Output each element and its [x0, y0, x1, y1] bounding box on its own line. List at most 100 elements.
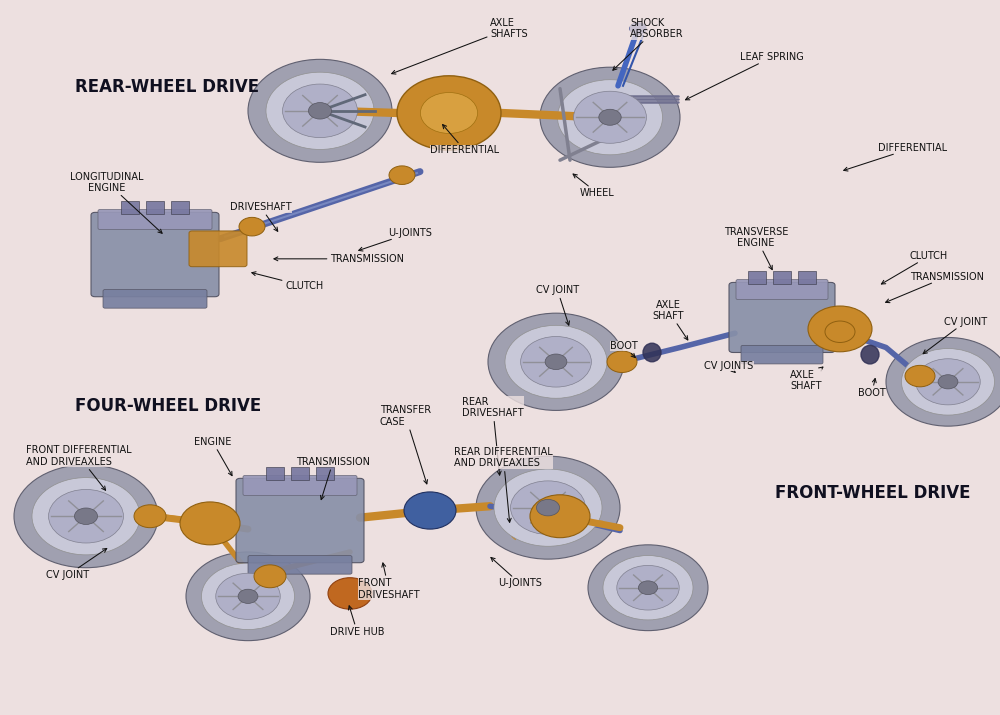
Bar — [316, 467, 334, 480]
Text: CV JOINTS: CV JOINTS — [704, 361, 753, 373]
Text: U-JOINTS: U-JOINTS — [359, 228, 432, 251]
Circle shape — [599, 109, 621, 125]
Circle shape — [916, 359, 980, 405]
Text: DRIVESHAFT: DRIVESHAFT — [230, 202, 292, 231]
FancyBboxPatch shape — [741, 345, 823, 364]
Bar — [121, 201, 139, 214]
Circle shape — [617, 566, 679, 610]
Circle shape — [574, 92, 646, 143]
Text: FRONT-WHEEL DRIVE: FRONT-WHEEL DRIVE — [775, 484, 970, 503]
Ellipse shape — [861, 345, 879, 364]
Text: TRANSMISSION: TRANSMISSION — [296, 457, 370, 500]
Circle shape — [905, 365, 935, 387]
Text: WHEEL: WHEEL — [573, 174, 615, 198]
Circle shape — [511, 481, 585, 534]
Circle shape — [49, 490, 123, 543]
Text: CV JOINT: CV JOINT — [923, 317, 987, 354]
Text: CLUTCH: CLUTCH — [252, 272, 323, 291]
FancyBboxPatch shape — [736, 280, 828, 300]
Circle shape — [266, 72, 374, 149]
Text: SHOCK
ABSORBER: SHOCK ABSORBER — [613, 18, 684, 70]
Circle shape — [238, 589, 258, 603]
Text: TRANSFER
CASE: TRANSFER CASE — [380, 405, 431, 484]
Circle shape — [558, 79, 662, 155]
Text: TRANSMISSION: TRANSMISSION — [886, 272, 984, 302]
Text: BOOT: BOOT — [610, 341, 638, 358]
Circle shape — [216, 573, 280, 619]
FancyBboxPatch shape — [236, 478, 364, 563]
Circle shape — [202, 563, 294, 629]
Bar — [291, 467, 309, 480]
Bar — [171, 201, 189, 214]
Circle shape — [239, 217, 265, 236]
FancyBboxPatch shape — [91, 212, 219, 297]
Text: CV JOINT: CV JOINT — [46, 548, 107, 580]
FancyBboxPatch shape — [98, 209, 212, 230]
Circle shape — [186, 552, 310, 641]
Text: ENGINE: ENGINE — [194, 437, 232, 475]
Circle shape — [248, 59, 392, 162]
Circle shape — [607, 351, 637, 373]
Ellipse shape — [643, 343, 661, 362]
FancyBboxPatch shape — [189, 231, 247, 267]
Text: DRIVE HUB: DRIVE HUB — [330, 606, 384, 637]
Text: AXLE
SHAFT: AXLE SHAFT — [652, 300, 688, 340]
Circle shape — [521, 337, 591, 387]
Circle shape — [505, 325, 607, 398]
Circle shape — [530, 495, 590, 538]
Text: AXLE
SHAFT: AXLE SHAFT — [790, 367, 823, 391]
Circle shape — [536, 499, 560, 516]
Text: REAR-WHEEL DRIVE: REAR-WHEEL DRIVE — [75, 78, 259, 97]
Bar — [146, 201, 164, 214]
Circle shape — [180, 502, 240, 545]
Circle shape — [404, 492, 456, 529]
Circle shape — [545, 354, 567, 370]
Text: DIFFERENTIAL: DIFFERENTIAL — [844, 143, 947, 171]
Text: AXLE
SHAFTS: AXLE SHAFTS — [392, 18, 528, 74]
Circle shape — [32, 478, 140, 555]
Circle shape — [283, 84, 357, 137]
Circle shape — [603, 556, 693, 620]
Text: TRANSMISSION: TRANSMISSION — [274, 254, 404, 264]
Circle shape — [488, 313, 624, 410]
Circle shape — [14, 465, 158, 568]
Circle shape — [638, 581, 658, 595]
FancyBboxPatch shape — [103, 290, 207, 308]
Text: BOOT: BOOT — [858, 378, 886, 398]
Circle shape — [825, 321, 855, 342]
Circle shape — [588, 545, 708, 631]
Circle shape — [938, 375, 958, 389]
Circle shape — [74, 508, 98, 525]
FancyBboxPatch shape — [729, 282, 835, 352]
Text: TRANSVERSE
ENGINE: TRANSVERSE ENGINE — [724, 227, 788, 270]
Bar — [773, 271, 791, 284]
Bar — [798, 271, 816, 284]
Text: REAR
DRIVESHAFT: REAR DRIVESHAFT — [462, 397, 524, 475]
Circle shape — [808, 306, 872, 352]
Text: LEAF SPRING: LEAF SPRING — [686, 52, 804, 100]
Circle shape — [254, 565, 286, 588]
Circle shape — [630, 23, 646, 34]
Circle shape — [420, 92, 478, 134]
FancyBboxPatch shape — [248, 556, 352, 574]
Text: FRONT DIFFERENTIAL
AND DRIVEAXLES: FRONT DIFFERENTIAL AND DRIVEAXLES — [26, 445, 132, 490]
Bar — [266, 467, 284, 480]
Text: FRONT
DRIVESHAFT: FRONT DRIVESHAFT — [358, 563, 420, 600]
Circle shape — [476, 456, 620, 559]
Text: U-JOINTS: U-JOINTS — [491, 558, 542, 588]
Text: DIFFERENTIAL: DIFFERENTIAL — [430, 124, 499, 155]
Circle shape — [494, 469, 602, 546]
Text: FOUR-WHEEL DRIVE: FOUR-WHEEL DRIVE — [75, 397, 261, 415]
Circle shape — [540, 67, 680, 167]
Circle shape — [886, 337, 1000, 426]
Bar — [748, 271, 766, 284]
Text: CLUTCH: CLUTCH — [881, 251, 948, 284]
Circle shape — [389, 166, 415, 184]
FancyBboxPatch shape — [243, 475, 357, 495]
Circle shape — [902, 349, 994, 415]
Text: CV JOINT: CV JOINT — [536, 285, 579, 325]
Text: LONGITUDINAL
ENGINE: LONGITUDINAL ENGINE — [70, 172, 162, 233]
Circle shape — [308, 102, 332, 119]
Circle shape — [397, 76, 501, 150]
Text: REAR DIFFERENTIAL
AND DRIVEAXLES: REAR DIFFERENTIAL AND DRIVEAXLES — [454, 447, 553, 523]
